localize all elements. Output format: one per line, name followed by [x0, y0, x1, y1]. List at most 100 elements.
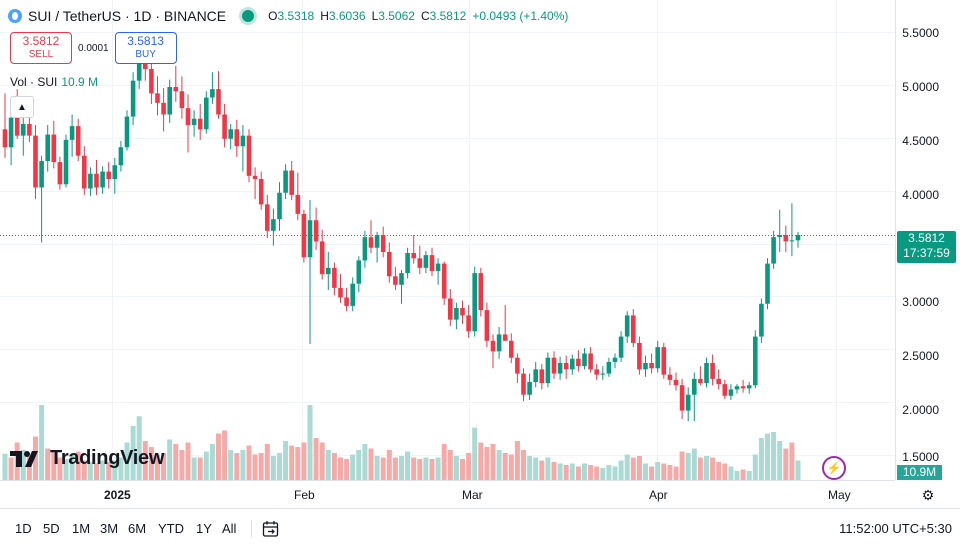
volume-bar	[277, 453, 282, 480]
chart-area[interactable]	[0, 0, 895, 480]
candle-body	[655, 347, 660, 369]
timeframe-6m[interactable]: 6M	[128, 521, 147, 536]
volume-bar	[710, 457, 716, 480]
candle-body	[51, 134, 57, 163]
lightning-icon[interactable]: ⚡	[822, 456, 846, 480]
candle-body	[69, 126, 75, 140]
price-chart[interactable]	[0, 0, 895, 480]
volume-bar	[435, 457, 441, 480]
volume-bar	[697, 457, 703, 480]
y-tick-label: 1.5000	[902, 450, 939, 464]
timeframe-3m[interactable]: 3M	[100, 521, 119, 536]
collapse-legend-button[interactable]: ▲	[10, 96, 34, 118]
buy-price: 3.5813	[127, 34, 164, 48]
volume-bar	[734, 471, 740, 480]
candle-body	[399, 273, 404, 285]
volume-legend[interactable]: Vol · SUI 10.9 M	[10, 75, 98, 89]
volume-bar	[667, 465, 673, 480]
volume-bar	[649, 466, 655, 480]
candle-body	[63, 139, 69, 185]
timeframe-1m[interactable]: 1M	[72, 521, 91, 536]
volume-bar	[289, 445, 295, 480]
candle-body	[685, 394, 691, 411]
timeframe-all[interactable]: All	[222, 521, 237, 536]
volume-bar	[789, 442, 795, 480]
candle-body	[429, 255, 435, 271]
price-change: +0.0493 (+1.40%)	[472, 9, 569, 23]
volume-bar	[563, 465, 569, 480]
timeframe-ytd[interactable]: YTD	[158, 521, 184, 536]
volume-bar	[618, 460, 624, 480]
volume-bar	[588, 465, 594, 480]
candle-body	[624, 315, 630, 337]
candle-body	[33, 135, 38, 188]
candle-body	[124, 116, 130, 148]
volume-bar	[33, 436, 38, 480]
timezone-clock[interactable]: 11:52:00 UTC+5:30	[839, 521, 952, 536]
candle-body	[57, 162, 63, 185]
time-axis[interactable]: 2025 Feb Mar Apr May	[0, 480, 895, 509]
price-axis[interactable]: 5.5000 5.0000 4.5000 4.0000 3.0000 2.500…	[895, 0, 960, 480]
candle-body	[631, 315, 636, 343]
volume-bar	[8, 457, 14, 480]
trade-panel: 3.5812 SELL 0.0001 3.5813 BUY	[10, 32, 177, 64]
volume-bar	[777, 441, 783, 480]
volume-bar	[124, 442, 130, 480]
volume-bar	[136, 416, 142, 480]
volume-bar	[508, 454, 514, 480]
buy-button[interactable]: 3.5813 BUY	[114, 32, 177, 64]
volume-bar	[39, 405, 45, 480]
spread-value: 0.0001	[78, 42, 109, 54]
candle-body	[563, 362, 569, 370]
sell-button[interactable]: 3.5812 SELL	[10, 32, 72, 64]
y-tick-label: 4.5000	[902, 134, 939, 148]
volume-bar	[234, 453, 240, 480]
volume-bar	[728, 466, 734, 480]
candle-body	[673, 379, 679, 386]
volume-bar	[45, 448, 51, 480]
candle-body	[191, 118, 197, 126]
timeframe-5d[interactable]: 5D	[43, 521, 60, 536]
settings-gear-icon[interactable]: ⚙	[921, 487, 935, 503]
candle-body	[197, 118, 203, 130]
candle-body	[539, 369, 545, 384]
last-price: 3.5812	[908, 231, 945, 245]
volume-bar	[270, 456, 276, 480]
tradingview-logo[interactable]: TradingView	[10, 447, 164, 470]
candle-body	[496, 334, 502, 352]
candle-body	[746, 385, 752, 389]
volume-bar	[673, 466, 679, 480]
volume-bar	[362, 444, 368, 480]
volume-bar	[630, 457, 636, 480]
candle-body	[478, 273, 484, 311]
candle-body	[740, 386, 746, 389]
candle-body	[466, 315, 471, 332]
candle-body	[240, 135, 246, 147]
volume-axis-tag: 10.9M	[897, 465, 942, 480]
candle-body	[344, 297, 349, 306]
candle-body	[570, 358, 575, 370]
candle-body	[173, 86, 179, 92]
timeframe-1y[interactable]: 1Y	[196, 521, 212, 536]
volume-bar	[551, 462, 557, 480]
candle-body	[527, 382, 532, 395]
candle-body	[393, 276, 398, 285]
volume-bar	[606, 465, 612, 480]
candle-body	[118, 147, 124, 166]
volume-bar	[502, 453, 508, 480]
volume-label: Vol · SUI	[10, 75, 58, 89]
volume-bar	[325, 450, 331, 480]
candle-body	[216, 89, 221, 115]
volume-bar	[75, 451, 81, 480]
calendar-range-icon[interactable]	[262, 520, 280, 538]
symbol-title[interactable]: SUI / TetherUS · 1D · BINANCE	[28, 8, 227, 24]
candle-body	[728, 389, 734, 396]
tradingview-mark-icon	[10, 450, 38, 467]
volume-bar	[51, 450, 57, 480]
last-price-tag: 3.5812 17:37:59	[897, 231, 956, 263]
candle-body	[265, 204, 270, 231]
candle-body	[149, 69, 154, 94]
timeframe-1d[interactable]: 1D	[15, 521, 32, 536]
bar-countdown: 17:37:59	[903, 246, 950, 260]
candle-body	[643, 362, 648, 370]
